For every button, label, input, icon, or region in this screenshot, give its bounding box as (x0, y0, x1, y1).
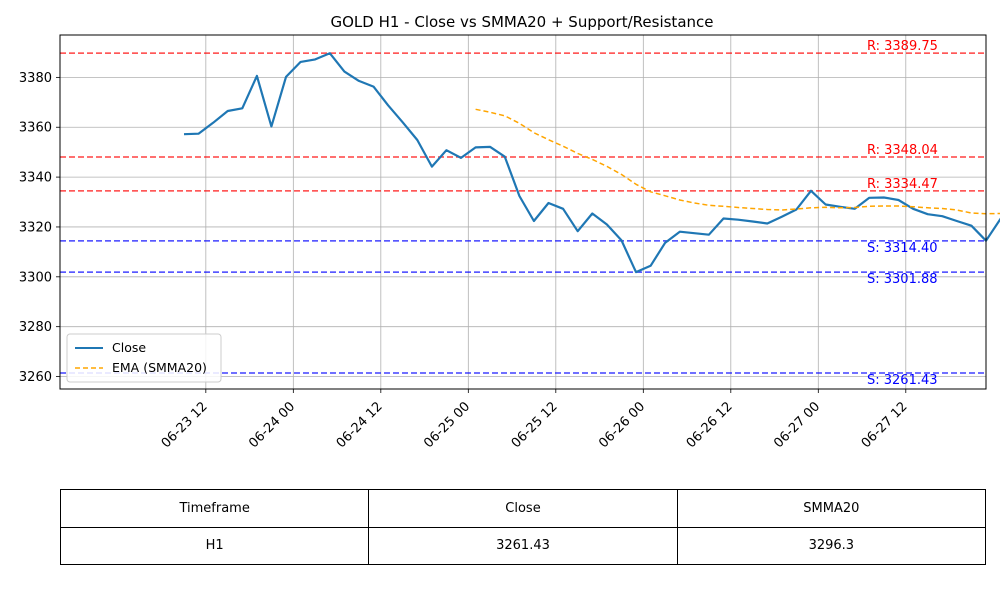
x-tick-label: 06-27 12 (859, 399, 911, 451)
support-resistance-lines (60, 52, 986, 374)
table-cell: H1 (59, 526, 370, 565)
resistance-level-label: R: 3389.75 (867, 39, 938, 54)
series-line-smma20 (475, 108, 1000, 215)
support-level-label: S: 3301.88 (867, 272, 938, 287)
chart-title: GOLD H1 - Close vs SMMA20 + Support/Resi… (330, 13, 713, 31)
legend-box (66, 333, 222, 383)
y-tick-label: 3280 (19, 320, 52, 335)
y-tick-label: 3380 (19, 71, 52, 86)
legend-label-close: Close (112, 340, 146, 355)
y-tick-label: 3320 (19, 220, 52, 235)
y-tick-label: 3360 (19, 121, 52, 136)
x-axis: 06-23 12 06-24 00 06-24 12 06-25 00 06-25 12… (159, 389, 911, 451)
y-tick-label: 3340 (19, 171, 52, 186)
table-cell: 3296.3 (676, 526, 987, 565)
grid-lines (60, 35, 986, 389)
y-tick-label: 3300 (19, 270, 52, 285)
table-header-cell: Timeframe (59, 489, 370, 528)
table-header-row: Timeframe Close SMMA20 (59, 489, 987, 528)
resistance-level-label: R: 3348.04 (867, 143, 938, 158)
legend: Close EMA (SMMA20) (66, 333, 222, 383)
table-row: H1 3261.43 3296.3 (59, 526, 987, 565)
x-tick-label: 06-24 12 (334, 399, 386, 451)
resistance-level-label: R: 3334.47 (867, 177, 938, 192)
x-tick-label: 06-26 00 (596, 399, 648, 451)
series-line-close (183, 52, 1000, 274)
x-tick-label: 06-24 00 (246, 399, 298, 451)
x-tick-label: 06-23 12 (159, 399, 211, 451)
support-level-label: S: 3261.43 (867, 373, 938, 388)
table-cell: 3261.43 (368, 526, 678, 565)
x-tick-label: 06-25 00 (421, 399, 473, 451)
x-tick-label: 06-25 12 (509, 399, 561, 451)
summary-table: Timeframe Close SMMA20 H1 3261.43 3296.3 (59, 489, 987, 565)
chart-figure: GOLD H1 - Close vs SMMA20 + Support/Resi… (19, 13, 1000, 451)
x-tick-label: 06-27 00 (771, 399, 823, 451)
x-tick-label: 06-26 12 (684, 399, 736, 451)
series-lines (183, 52, 1000, 274)
table-header-cell: SMMA20 (676, 489, 987, 528)
y-tick-label: 3260 (19, 370, 52, 385)
support-level-label: S: 3314.40 (867, 241, 938, 256)
legend-label-smma20: EMA (SMMA20) (112, 360, 207, 375)
plot-frame (59, 34, 987, 390)
level-labels: R: 3389.75 R: 3348.04 R: 3334.47 S: 3314.40… (867, 39, 938, 388)
table-header-cell: Close (368, 489, 678, 528)
y-axis: 3260 3280 3300 3320 3340 3360 3380 (19, 71, 60, 385)
